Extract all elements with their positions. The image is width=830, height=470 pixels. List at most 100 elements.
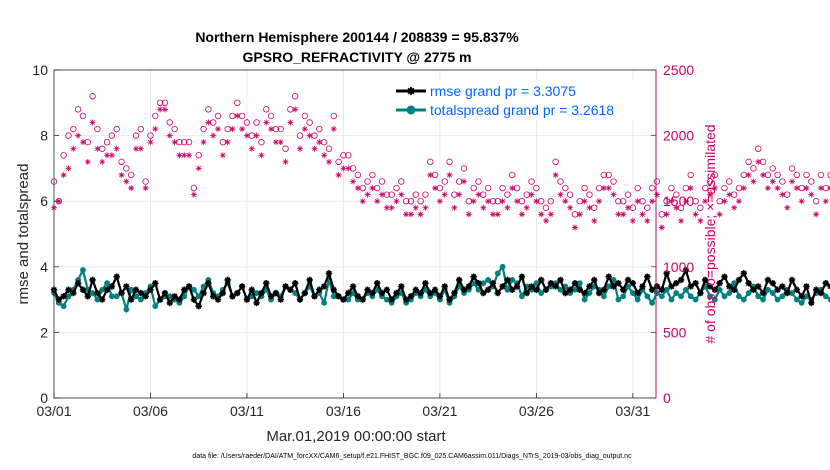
rmse-point bbox=[70, 289, 77, 297]
possible-obs-point bbox=[258, 138, 265, 146]
totalspread-point bbox=[538, 290, 545, 296]
assimilated-obs-point bbox=[784, 204, 791, 211]
rmse-point bbox=[441, 283, 448, 290]
assimilated-obs-point bbox=[634, 198, 641, 205]
rmse-point bbox=[610, 283, 617, 290]
rmse-point bbox=[378, 289, 386, 297]
totalspread-point bbox=[499, 263, 506, 270]
rmse-point bbox=[436, 293, 444, 300]
possible-obs-point bbox=[123, 165, 130, 172]
assimilated-obs-point bbox=[813, 211, 820, 218]
possible-obs-point bbox=[586, 191, 593, 198]
totalspread-point bbox=[634, 296, 641, 303]
assimilated-obs-point bbox=[190, 191, 197, 198]
rmse-point bbox=[784, 289, 791, 297]
rmse-point bbox=[113, 273, 120, 280]
rmse-point bbox=[373, 280, 381, 287]
assimilated-obs-point bbox=[441, 191, 448, 198]
possible-obs-point bbox=[803, 171, 810, 179]
rmse-point bbox=[253, 299, 260, 307]
totalspread-point bbox=[769, 290, 776, 296]
totalspread-point bbox=[711, 296, 718, 303]
rmse-point bbox=[460, 286, 468, 293]
rmse-point bbox=[639, 283, 646, 290]
legend-rmse-star bbox=[407, 87, 415, 95]
possible-obs-point bbox=[393, 184, 400, 192]
rmse-point bbox=[214, 296, 222, 303]
possible-obs-point bbox=[142, 178, 149, 185]
rmse-point bbox=[822, 280, 829, 287]
rmse-point bbox=[750, 286, 757, 293]
rmse-point bbox=[788, 276, 796, 284]
rmse-point bbox=[629, 280, 637, 287]
possible-obs-point bbox=[171, 125, 178, 133]
rmse-point bbox=[340, 296, 347, 303]
assimilated-obs-point bbox=[263, 119, 270, 126]
totalspread-point bbox=[494, 270, 501, 277]
rmse-point bbox=[552, 283, 559, 290]
possible-obs-point bbox=[600, 171, 608, 179]
rmse-point bbox=[388, 296, 395, 303]
assimilated-obs-point bbox=[113, 145, 120, 152]
rmse-point bbox=[624, 276, 632, 284]
possible-obs-point bbox=[147, 132, 154, 139]
assimilated-obs-point bbox=[755, 158, 762, 165]
assimilated-obs-point bbox=[436, 198, 443, 205]
assimilated-obs-point bbox=[591, 217, 598, 224]
assimilated-obs-point bbox=[456, 191, 463, 198]
totalspread-point bbox=[152, 303, 159, 310]
rmse-point bbox=[465, 283, 473, 290]
rmse-point bbox=[740, 270, 747, 277]
possible-obs-point bbox=[441, 178, 448, 185]
rmse-point bbox=[258, 289, 265, 297]
rmse-point bbox=[523, 289, 530, 297]
rmse-point bbox=[181, 286, 188, 293]
possible-obs-point bbox=[378, 178, 386, 185]
rmse-point bbox=[591, 276, 598, 284]
rmse-point bbox=[364, 286, 371, 293]
rmse-point bbox=[798, 293, 805, 300]
totalspread-point bbox=[113, 293, 120, 300]
rmse-point bbox=[267, 293, 275, 300]
assimilated-obs-point bbox=[417, 211, 424, 218]
totalspread-point bbox=[620, 293, 627, 300]
x-tick-label: 03/01 bbox=[36, 403, 71, 419]
assimilated-obs-point bbox=[745, 171, 752, 178]
assimilated-obs-point bbox=[716, 211, 723, 218]
assimilated-obs-point bbox=[740, 185, 747, 192]
assimilated-obs-point bbox=[282, 158, 289, 165]
assimilated-obs-point bbox=[687, 185, 694, 192]
plot-area bbox=[50, 69, 830, 399]
assimilated-obs-point bbox=[147, 139, 154, 146]
rmse-point bbox=[316, 286, 323, 293]
rmse-point bbox=[706, 283, 714, 290]
rmse-point bbox=[533, 286, 540, 293]
possible-obs-point bbox=[156, 99, 164, 106]
possible-obs-point bbox=[369, 171, 376, 179]
rmse-point bbox=[234, 289, 241, 297]
assimilated-obs-point bbox=[94, 145, 101, 152]
possible-obs-point bbox=[509, 171, 516, 179]
rmse-point bbox=[369, 289, 376, 297]
rmse-point bbox=[808, 299, 815, 307]
totalspread-point bbox=[644, 293, 651, 300]
y-tick-label: 2 bbox=[40, 324, 48, 340]
assimilated-obs-point bbox=[571, 224, 578, 231]
possible-obs-point bbox=[504, 191, 511, 198]
assimilated-obs-point bbox=[567, 204, 574, 211]
totalspread-point bbox=[658, 293, 665, 300]
possible-obs-point bbox=[499, 184, 506, 192]
assimilated-obs-point bbox=[422, 204, 429, 211]
possible-obs-point bbox=[282, 145, 289, 152]
totalspread-point bbox=[190, 286, 197, 293]
assimilated-obs-point bbox=[518, 211, 525, 218]
assimilated-obs-point bbox=[485, 198, 492, 205]
assimilated-obs-point bbox=[586, 204, 593, 211]
possible-obs-point bbox=[103, 138, 111, 146]
assimilated-obs-point bbox=[383, 204, 390, 211]
rmse-point bbox=[291, 280, 299, 287]
y2-tick-label: 1000 bbox=[663, 259, 694, 275]
rmse-point bbox=[475, 280, 482, 287]
rmse-point bbox=[123, 283, 130, 290]
assimilated-obs-point bbox=[239, 126, 246, 133]
